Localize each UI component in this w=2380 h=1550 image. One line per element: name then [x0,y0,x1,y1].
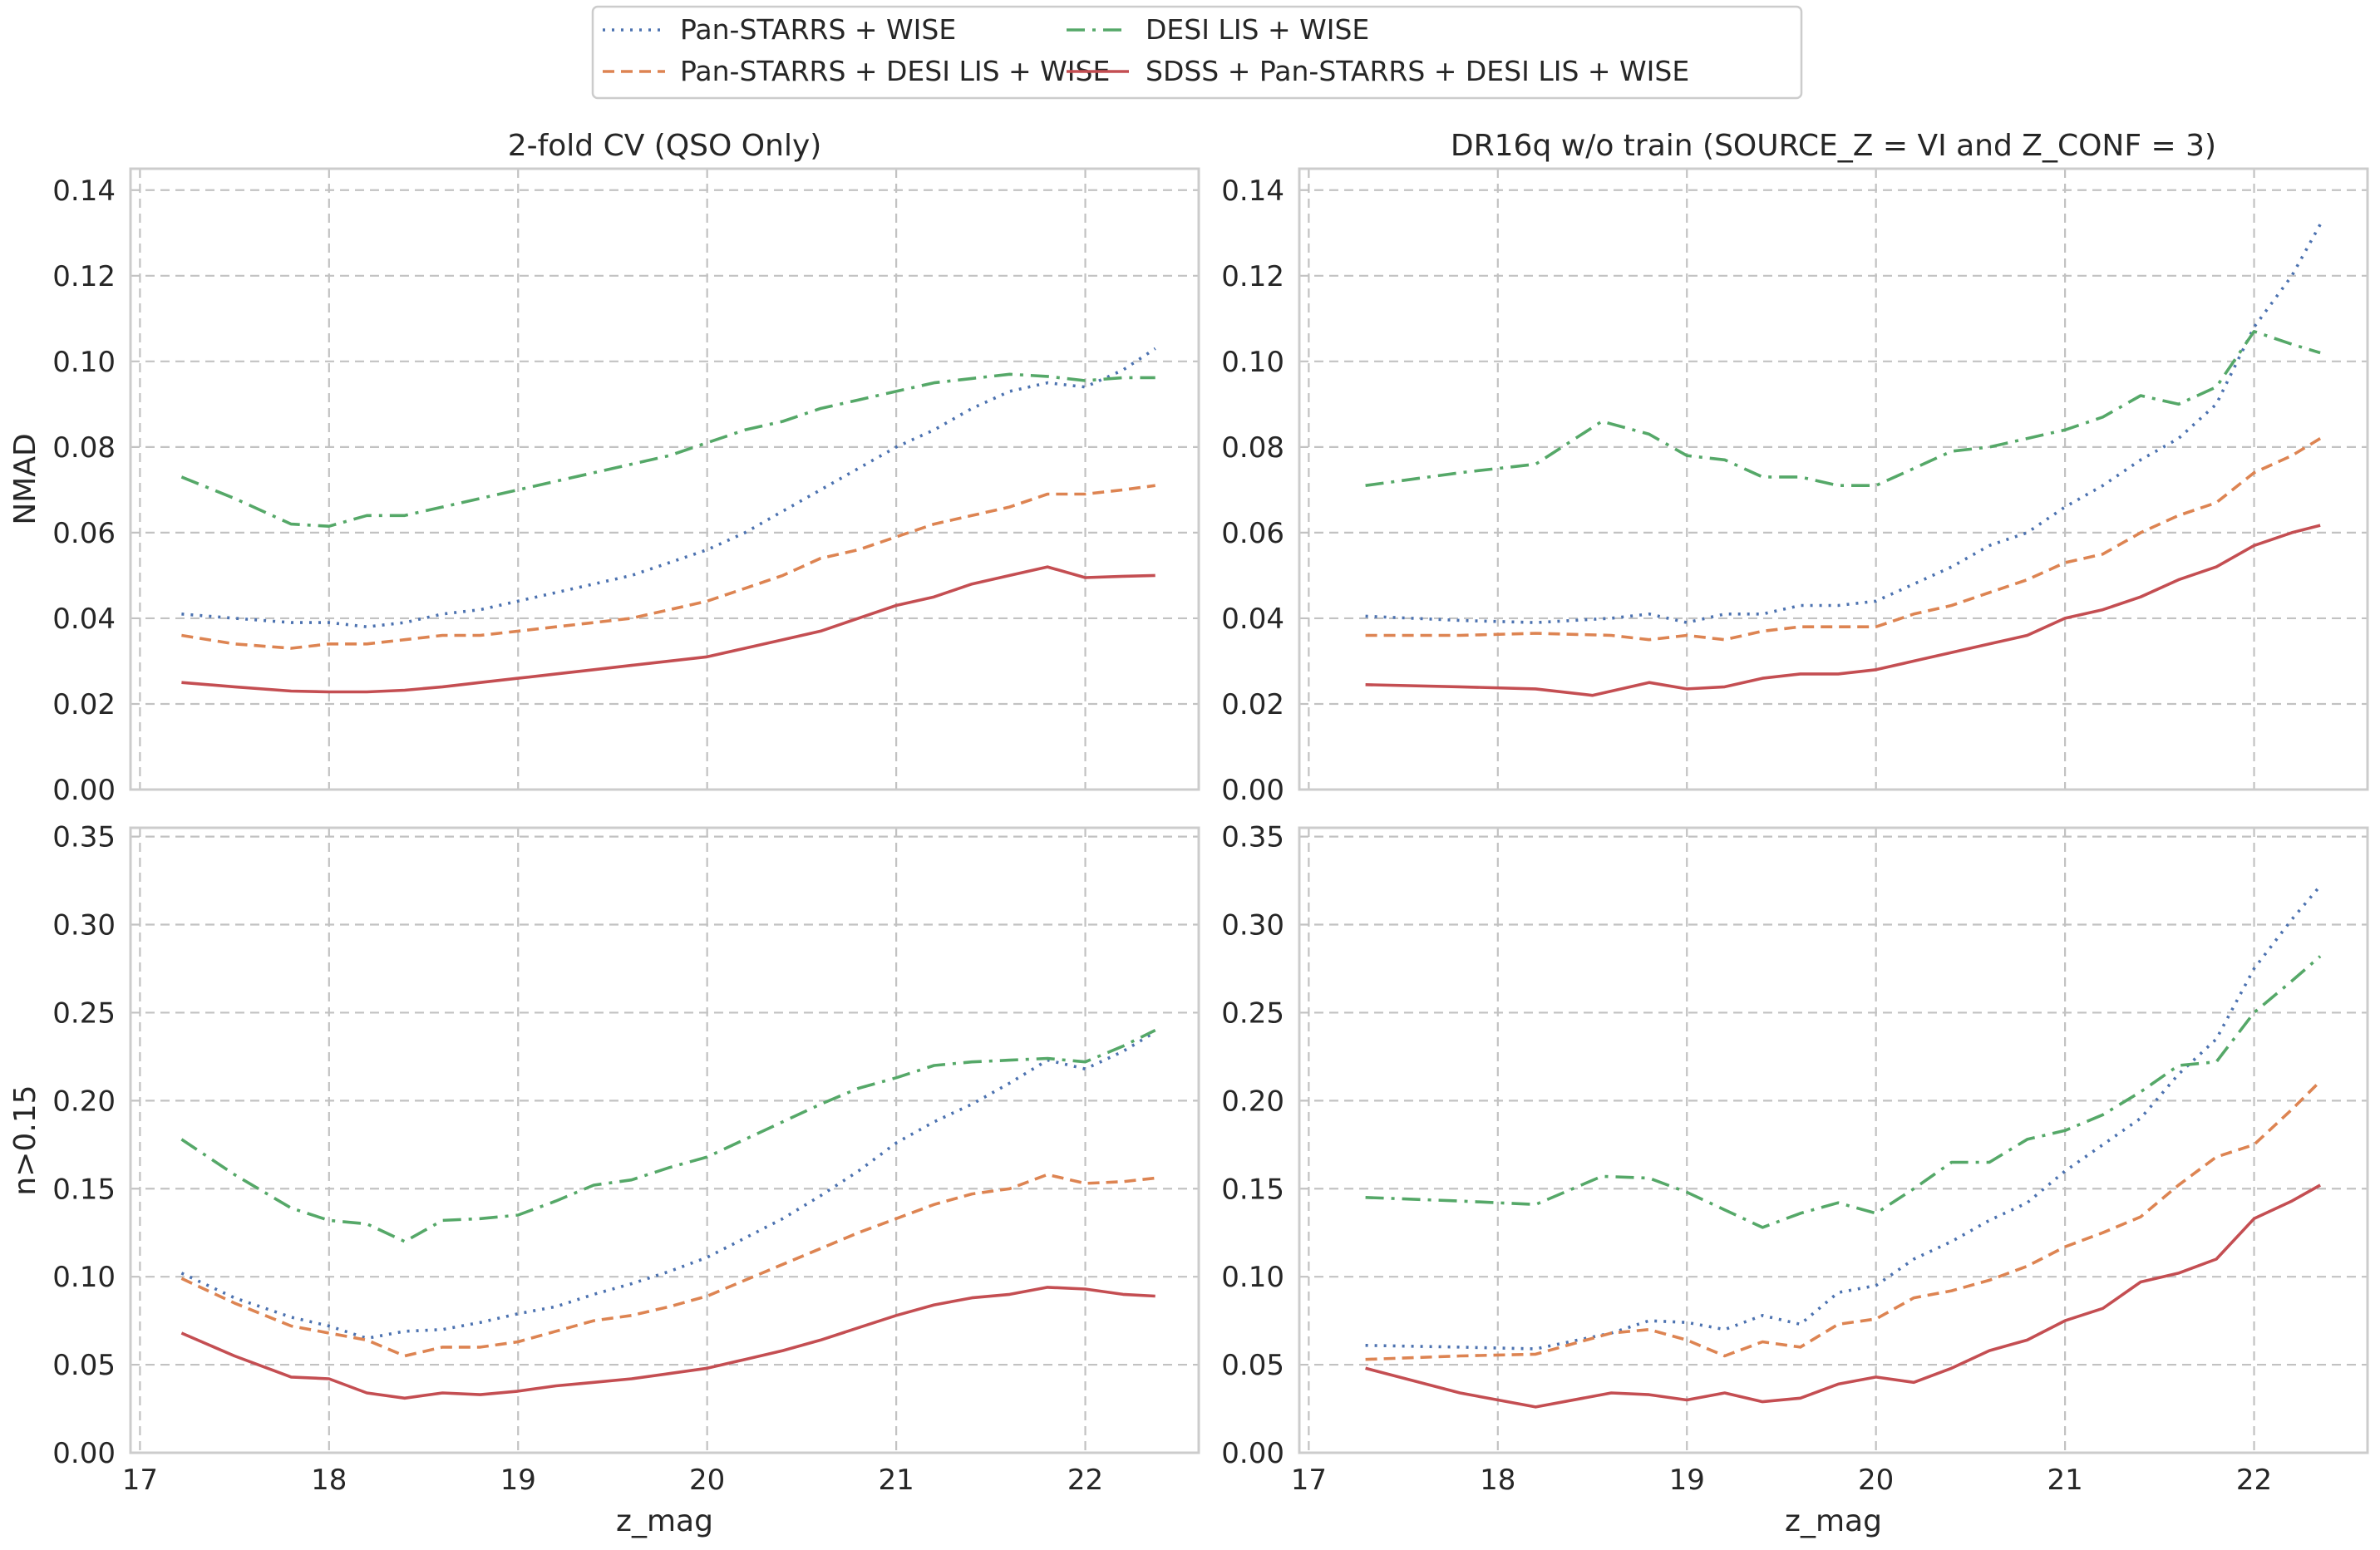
x-axis-label: z_mag [616,1504,713,1538]
series-line-desi [180,372,1156,529]
series-line-all [181,565,1156,694]
legend-box [591,5,1803,100]
legend-label-sdss-pan-starrs-desi-lis-wise: SDSS + Pan-STARRS + DESI LIS + WISE [1146,55,1689,87]
y-tick-label: 0.00 [52,1437,116,1470]
y-tick-label: 0.35 [1221,821,1284,854]
panel-title: 2-fold CV (QSO Only) [508,129,822,163]
panel-title: DR16q w/o train (SOURCE_Z = VI and Z_CON… [1451,129,2216,163]
series-line-ps [181,347,1156,629]
series-line-psdesi [180,1173,1156,1358]
y-tick-label: 0.04 [1221,603,1284,636]
x-tick-label: 21 [2047,1464,2082,1497]
y-tick-label: 0.10 [1221,346,1284,379]
panels: 0.00 0.02 0.04 0.06 0.08 0.10 0.12 0.14 2-fold C… [8,129,2369,1538]
y-tick-label: 0.15 [52,1173,116,1206]
y-tick-label: 0.35 [52,821,116,854]
y-tick-label: 0.10 [1221,1261,1284,1294]
y-tick-label: 0.08 [1221,431,1284,465]
x-tick-label: 17 [122,1464,158,1497]
x-tick-label: 18 [1480,1464,1515,1497]
series-line-all [1365,1183,2321,1409]
y-tick-label: 0.00 [1221,1437,1284,1470]
series-line-desi [1365,955,2322,1229]
panel-top-left: 0.00 0.02 0.04 0.06 0.08 0.10 0.12 0.14 2-fold C… [8,129,1200,807]
series-line-ps [1365,224,2322,624]
y-tick-label: 0.08 [52,431,116,465]
series-line-desi [1365,329,2321,488]
y-tick-label: 0.05 [52,1349,116,1382]
y-tick-label: 0.02 [1221,688,1284,721]
x-axis-label: z_mag [1785,1504,1882,1538]
x-tick-label: 17 [1291,1464,1327,1497]
y-tick-label: 0.00 [1221,774,1284,807]
y-tick-label: 0.02 [52,688,116,721]
panel-top-right: 0.00 0.02 0.04 0.06 0.08 0.10 0.12 0.14 DR16q w/… [1221,129,2369,807]
y-tick-label: 0.05 [1221,1349,1284,1382]
series-line-psdesi [181,484,1156,650]
plot-frame [129,167,1200,791]
plot-frame [1298,167,2369,791]
legend: Pan-STARRS + WISE DESI LIS + WISE Pan-ST… [591,5,1803,100]
y-tick-label: 0.30 [52,909,116,942]
series-line-psdesi [1365,1080,2322,1361]
series-line-ps [1365,884,2322,1351]
series-line-ps [180,1031,1156,1341]
plot-frame [129,826,1200,1454]
x-tick-label: 21 [878,1464,914,1497]
legend-label-pan-starrs-wise: Pan-STARRS + WISE [680,13,956,46]
y-tick-label: 0.12 [52,260,116,293]
y-tick-label: 0.10 [52,346,116,379]
x-tick-label: 19 [1669,1464,1705,1497]
x-tick-label: 22 [1067,1464,1103,1497]
y-tick-label: 0.30 [1221,909,1284,942]
x-tick-label: 18 [311,1464,347,1497]
y-tick-label: 0.15 [1221,1173,1284,1206]
y-tick-label: 0.14 [52,175,116,208]
y-tick-label: 0.20 [52,1085,116,1118]
legend-label-desi-lis-wise: DESI LIS + WISE [1146,13,1369,46]
panel-bottom-left: 0.00 0.05 0.10 0.15 0.20 0.25 0.30 0.35 17 18 19 20… [8,821,1200,1538]
y-tick-label: 0.25 [1221,996,1284,1030]
y-axis-label: NMAD [8,433,42,524]
y-tick-label: 0.20 [1221,1085,1284,1118]
panel-bottom-right: 0.00 0.05 0.10 0.15 0.20 0.25 0.30 0.35 17 18 19 20… [1221,821,2369,1538]
x-tick-label: 20 [1858,1464,1894,1497]
series-line-psdesi [1365,437,2322,642]
y-tick-label: 0.10 [52,1261,116,1294]
x-tick-label: 20 [689,1464,725,1497]
y-axis-label: n>0.15 [8,1085,42,1195]
y-tick-label: 0.06 [1221,517,1284,550]
series-line-all [180,1286,1156,1400]
y-tick-label: 0.00 [52,774,116,807]
series-line-desi [180,1028,1156,1243]
plot-frame [1298,826,2369,1454]
legend-label-pan-starrs-desi-lis-wise: Pan-STARRS + DESI LIS + WISE [680,55,1110,87]
y-tick-label: 0.06 [52,517,116,550]
series-line-all [1365,524,2321,697]
y-tick-label: 0.14 [1221,175,1284,208]
x-tick-label: 19 [500,1464,536,1497]
y-tick-label: 0.12 [1221,260,1284,293]
y-tick-label: 0.25 [52,996,116,1030]
y-tick-label: 0.04 [52,603,116,636]
x-tick-label: 22 [2236,1464,2272,1497]
